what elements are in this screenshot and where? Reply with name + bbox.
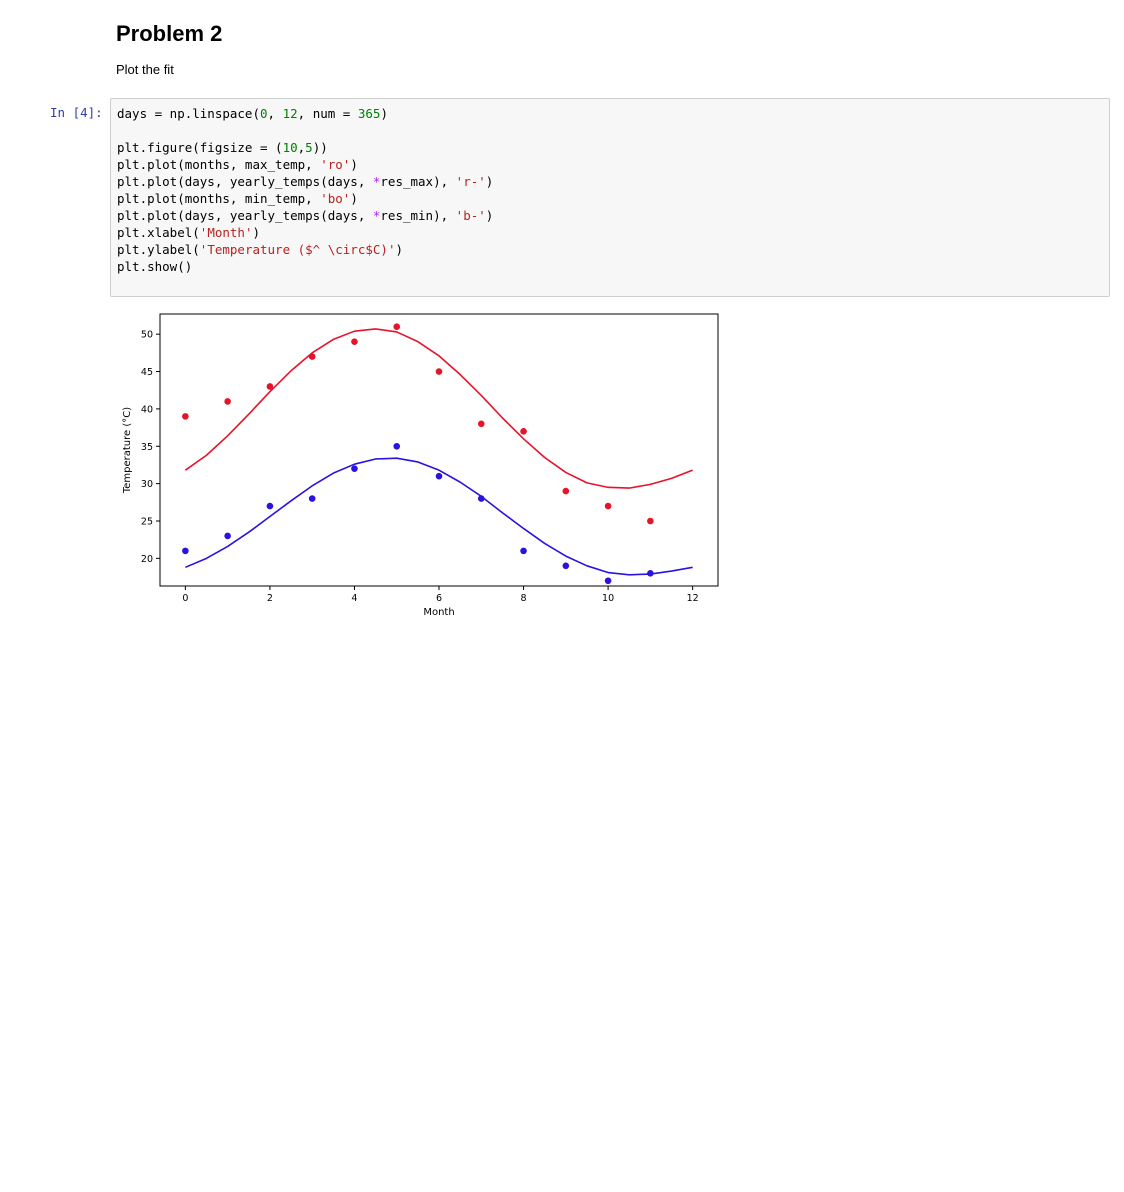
x-tick-label: 6 (436, 593, 442, 604)
code-line: plt.ylabel('Temperature ($^ \circ$C)') (117, 241, 493, 258)
code-token: plt.plot(months, min_temp, (117, 191, 321, 206)
code-line: days = np.linspace(0, 12, num = 365) (117, 105, 493, 122)
data-point-max-points (477, 420, 485, 428)
markdown-heading: Problem 2 (116, 21, 223, 46)
code-token: plt.show() (117, 259, 193, 274)
code-token: days = np.linspace( (117, 106, 260, 121)
code-token: 'ro' (320, 157, 351, 172)
data-point-max-points (435, 368, 443, 375)
code-line: plt.plot(months, min_temp, 'bo') (117, 190, 493, 207)
code-line: plt.show() (117, 258, 493, 275)
data-point-max-points (520, 428, 527, 435)
code-token: , num = (297, 106, 358, 121)
x-tick-label: 2 (267, 593, 273, 604)
data-point-min-points (435, 472, 443, 480)
code-token: * (372, 174, 381, 189)
y-tick-label: 50 (141, 330, 153, 341)
code-cell-input[interactable]: days = np.linspace(0, 12, num = 365) plt.… (110, 98, 1110, 297)
data-point-min-points (182, 547, 189, 555)
data-point-max-points (351, 338, 358, 345)
data-point-min-points (393, 442, 401, 450)
chart: 0 2 4 6 8 10 12 20 25 30 35 40 45 50 Month Temperature … (122, 313, 719, 618)
data-point-min-points (562, 562, 570, 570)
data-point-min-points (647, 569, 654, 577)
x-tick-label: 12 (687, 593, 699, 604)
data-point-max-points (604, 502, 612, 510)
cell-output: 0 2 4 6 8 10 12 20 25 30 35 40 45 50 Month Temperature … (110, 306, 730, 626)
code-token: plt.figure(figsize = ( (117, 140, 283, 155)
code-line: plt.plot(days, yearly_temps(days, *res_m… (117, 207, 493, 224)
code-line: plt.plot(days, yearly_temps(days, *res_m… (117, 173, 493, 190)
data-point-max-points (182, 413, 189, 420)
code-line: plt.figure(figsize = (10,5)) (117, 139, 493, 156)
data-point-min-points (604, 577, 612, 585)
data-point-min-points (520, 547, 527, 555)
code-editor[interactable]: days = np.linspace(0, 12, num = 365) plt.… (117, 105, 493, 275)
code-token: ) (350, 157, 358, 172)
y-tick-label: 40 (141, 404, 153, 415)
code-token: 'Month' (199, 225, 253, 240)
code-token: 0 (260, 106, 268, 121)
code-token: ) (350, 191, 358, 206)
code-token: ) (380, 106, 388, 121)
code-token: 'r-' (455, 174, 486, 189)
code-token: * (372, 208, 381, 223)
code-token: 10 (282, 140, 298, 155)
code-token: plt.ylabel( (117, 242, 200, 257)
code-token: 'bo' (320, 191, 351, 206)
y-tick-label: 25 (141, 516, 153, 527)
cell-prompt: In [4]: (50, 105, 103, 120)
data-point-min-points (351, 465, 358, 472)
data-point-max-points (224, 398, 231, 405)
code-token: 'Temperature ($^ \circ$C)' (199, 242, 396, 257)
y-axis-label: Temperature (°C) (122, 407, 133, 494)
data-point-max-points (266, 383, 274, 390)
series-line-min-fit (185, 457, 693, 576)
plot-frame (159, 313, 719, 587)
code-token: res_min), (380, 208, 456, 223)
data-point-min-points (224, 532, 231, 540)
code-token: 'b-' (455, 208, 486, 223)
data-point-min-points (308, 495, 316, 502)
code-line: plt.plot(months, max_temp, 'ro') (117, 156, 493, 173)
x-tick-label: 8 (521, 593, 527, 604)
code-token: , (267, 106, 283, 121)
data-point-max-points (562, 487, 570, 495)
code-token: )) (312, 140, 328, 155)
y-tick-label: 45 (141, 367, 153, 378)
code-token: plt.plot(days, yearly_temps(days, (117, 208, 373, 223)
y-tick-label: 20 (141, 554, 153, 565)
x-tick-label: 10 (602, 593, 614, 604)
code-token: plt.plot(days, yearly_temps(days, (117, 174, 373, 189)
code-line (117, 122, 493, 139)
data-point-min-points (477, 495, 485, 502)
code-token: res_max), (380, 174, 456, 189)
code-token: plt.plot(months, max_temp, (117, 157, 321, 172)
code-token: plt.xlabel( (117, 225, 200, 240)
code-token: 12 (282, 106, 298, 121)
x-axis-label: Month (423, 607, 454, 618)
code-token: 5 (305, 140, 313, 155)
x-tick-label: 0 (182, 593, 188, 604)
code-token: 365 (357, 106, 381, 121)
series-line-max-fit (184, 328, 693, 489)
code-token: ) (395, 242, 403, 257)
y-tick-label: 35 (141, 442, 153, 453)
data-point-max-points (647, 517, 654, 525)
y-tick-label: 30 (141, 479, 153, 490)
data-point-max-points (308, 353, 316, 360)
code-token: ) (485, 208, 494, 223)
data-point-min-points (266, 502, 274, 510)
data-point-max-points (393, 323, 401, 331)
code-token: ) (252, 225, 261, 240)
code-token: , (297, 140, 306, 155)
code-line: plt.xlabel('Month') (117, 224, 493, 241)
markdown-description: Plot the fit (116, 62, 174, 77)
code-token: ) (485, 174, 494, 189)
x-tick-label: 4 (351, 593, 357, 604)
